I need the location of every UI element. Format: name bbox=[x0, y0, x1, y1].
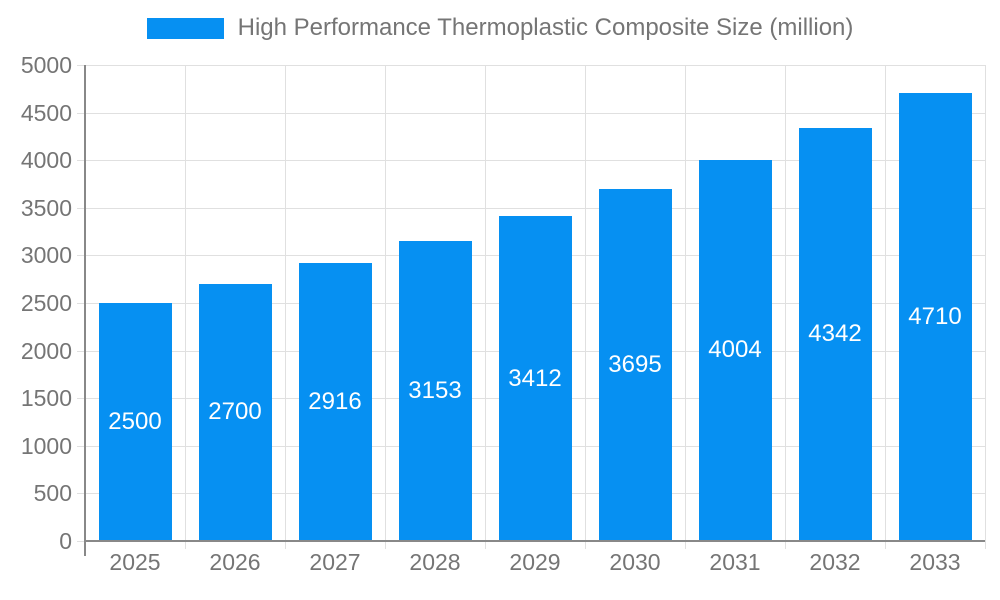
x-axis-tick-label-2031: 2031 bbox=[709, 549, 761, 575]
bar-2030[interactable]: 3695 bbox=[598, 189, 672, 541]
bar-value-label: 2500 bbox=[108, 408, 162, 435]
x-axis-line bbox=[85, 540, 985, 542]
y-gridline bbox=[85, 207, 985, 209]
y-axis-line bbox=[84, 65, 86, 556]
bar-2025[interactable]: 2500 bbox=[98, 303, 172, 541]
bar-2032[interactable]: 4342 bbox=[798, 127, 872, 541]
bar-value-label: 2700 bbox=[208, 398, 262, 426]
y-tick-icon bbox=[77, 493, 84, 495]
x-axis-tick-label-2033: 2033 bbox=[909, 549, 961, 575]
x-gridline bbox=[185, 65, 186, 549]
bar-2026[interactable]: 2700 bbox=[198, 283, 272, 541]
legend-label: High Performance Thermoplastic Composite… bbox=[237, 14, 854, 41]
bar-value-label: 4004 bbox=[708, 336, 762, 364]
x-axis-tick-label-2027: 2027 bbox=[309, 549, 361, 575]
x-gridline bbox=[285, 65, 286, 549]
x-axis-tick-label-2032: 2032 bbox=[809, 549, 861, 575]
y-tick-icon bbox=[77, 398, 84, 400]
y-axis-tick-label: 2500 bbox=[20, 290, 72, 316]
y-gridline bbox=[85, 112, 985, 114]
y-gridline bbox=[85, 65, 985, 66]
x-axis-tick-label-2025: 2025 bbox=[109, 549, 161, 575]
plot-area: 0 500 1000 1500 2000 2500 3000 3500 4000 4500 5000… bbox=[21, 52, 986, 575]
y-tick-icon bbox=[77, 303, 84, 304]
bar-2029[interactable]: 3412 bbox=[498, 216, 572, 541]
x-gridline bbox=[685, 65, 686, 549]
bar-2033[interactable]: 4710 bbox=[898, 92, 972, 541]
bar-2028[interactable]: 3153 bbox=[398, 240, 472, 541]
y-gridline bbox=[85, 160, 985, 162]
x-gridline bbox=[885, 65, 886, 549]
legend-item[interactable]: High Performance Thermoplastic Composite… bbox=[146, 14, 854, 42]
x-gridline bbox=[785, 65, 786, 549]
bar-value-label: 3695 bbox=[608, 351, 662, 379]
x-axis-tick-label-2029: 2029 bbox=[509, 549, 561, 575]
bar-value-label: 4710 bbox=[908, 302, 962, 330]
legend-swatch-icon bbox=[146, 17, 224, 39]
y-axis-tick-label: 4500 bbox=[20, 99, 72, 126]
y-tick-icon bbox=[77, 541, 84, 542]
bar-value-label: 3412 bbox=[508, 364, 562, 392]
y-tick-icon bbox=[77, 65, 84, 66]
bar-value-label: 4342 bbox=[808, 320, 862, 348]
y-axis-tick-label: 3000 bbox=[20, 242, 72, 269]
bar-value-label: 3153 bbox=[408, 376, 462, 404]
y-tick-icon bbox=[77, 445, 84, 447]
bar-2027[interactable]: 2916 bbox=[298, 263, 372, 541]
y-axis-tick-label: 2000 bbox=[20, 337, 72, 364]
y-tick-icon bbox=[77, 207, 84, 209]
y-tick-icon bbox=[77, 160, 84, 162]
y-axis-tick-label: 0 bbox=[59, 528, 72, 554]
x-axis-tick-label-2026: 2026 bbox=[209, 549, 261, 575]
bar-value-label: 2916 bbox=[308, 388, 362, 416]
y-axis-tick-label: 3500 bbox=[20, 194, 72, 221]
x-gridline bbox=[485, 65, 486, 549]
y-tick-icon bbox=[77, 350, 84, 352]
y-axis-tick-label: 500 bbox=[33, 480, 72, 507]
x-axis-tick-label-2028: 2028 bbox=[409, 549, 461, 575]
y-tick-icon bbox=[77, 255, 84, 257]
y-axis-tick-label: 5000 bbox=[20, 52, 72, 78]
x-gridline bbox=[385, 65, 386, 549]
x-gridline bbox=[585, 65, 586, 549]
x-gridline bbox=[985, 65, 986, 549]
y-axis-tick-label: 1000 bbox=[20, 432, 72, 459]
x-axis-tick-label-2030: 2030 bbox=[609, 549, 661, 575]
y-axis-tick-label: 1500 bbox=[20, 385, 72, 412]
y-axis-tick-label: 4000 bbox=[20, 147, 72, 174]
bar-2031[interactable]: 4004 bbox=[698, 159, 772, 541]
y-tick-icon bbox=[77, 112, 84, 114]
legend: High Performance Thermoplastic Composite… bbox=[0, 14, 1000, 42]
